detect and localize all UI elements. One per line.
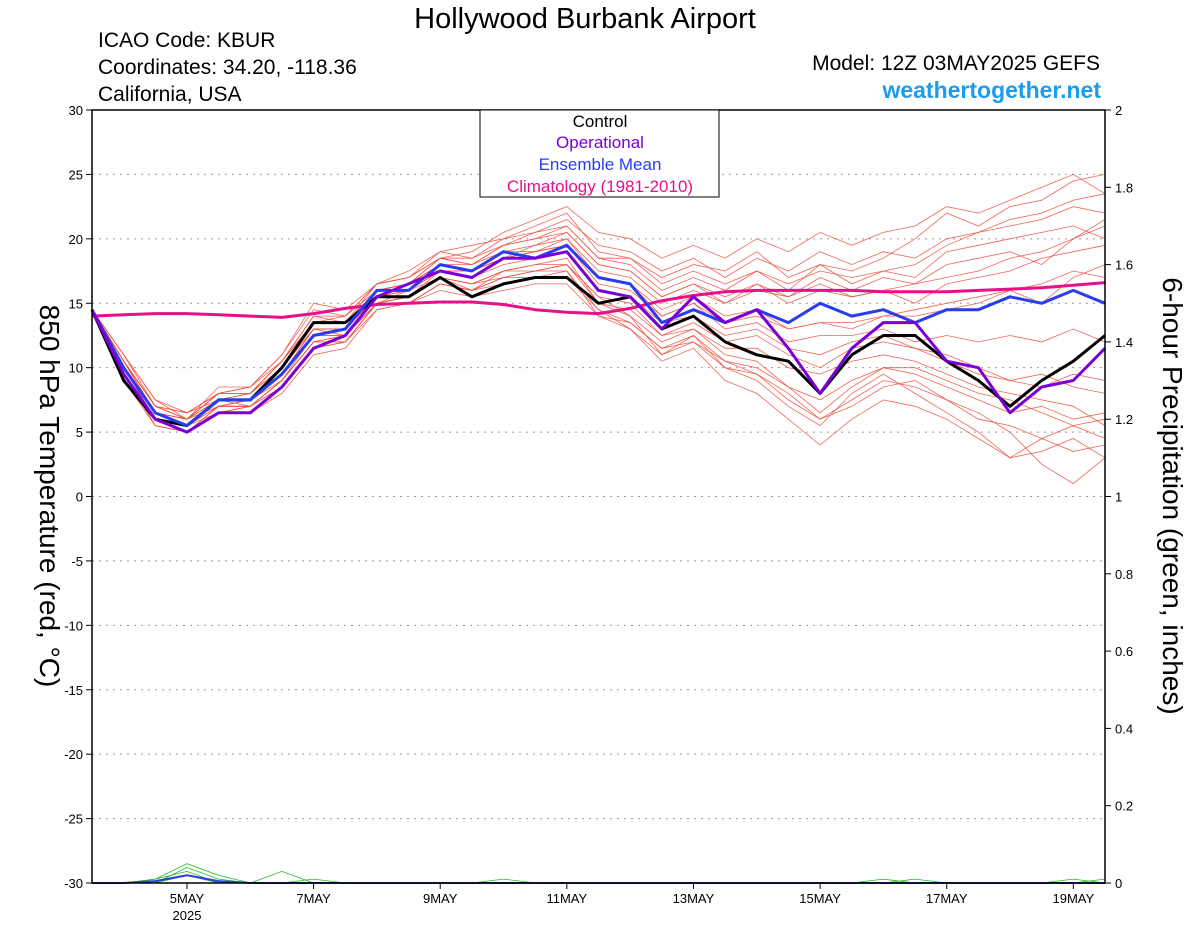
- y-tick-label: 25: [69, 167, 83, 182]
- grid: [92, 173, 1105, 820]
- control-line: [90, 276, 1106, 428]
- x-tick-label: 5MAY: [170, 891, 205, 906]
- legend-climatology: Climatology (1981-2010): [507, 177, 693, 196]
- ensemble-member-line: [91, 225, 1106, 420]
- y-tick-label: -15: [64, 683, 83, 698]
- y-tick-label: -5: [71, 554, 83, 569]
- y2-axis-ticks: 2 1.8 1.6 1.4 1.2 1 0.8 0.6 0.4 0.2 0: [1105, 103, 1133, 891]
- climatology-line: [91, 281, 1106, 319]
- y-tick-label: 15: [69, 296, 83, 311]
- y2-tick-label: 1.4: [1115, 335, 1133, 350]
- y2-tick-label: 0.2: [1115, 799, 1133, 814]
- operational-line: [90, 250, 1107, 434]
- precip-member-line: [92, 867, 1106, 884]
- site-link[interactable]: weathertogether.net: [881, 77, 1101, 103]
- y2-tick-label: 0: [1115, 876, 1122, 891]
- x-tick-label: 17MAY: [926, 891, 968, 906]
- y-tick-label: 10: [69, 361, 83, 376]
- y2-tick-label: 1.6: [1115, 258, 1133, 273]
- x-tick-label: 7MAY: [296, 891, 331, 906]
- y2-tick-label: 0.6: [1115, 644, 1133, 659]
- y-axis-ticks: 30 25 20 15 10 5 0 -5 -10 -15 -20 -25 -30: [64, 103, 92, 891]
- y-tick-label: -20: [64, 747, 83, 762]
- y2-tick-label: 1.2: [1115, 412, 1133, 427]
- y-tick-label: -10: [64, 618, 83, 633]
- ensemble-mean-line: [90, 243, 1106, 428]
- chart-title: Hollywood Burbank Airport: [414, 3, 756, 35]
- legend-ensemble-mean: Ensemble Mean: [539, 155, 662, 174]
- x-tick-label: 13MAY: [673, 891, 715, 906]
- ensemble-member-line: [91, 225, 1106, 420]
- x-tick-label: 19MAY: [1053, 891, 1095, 906]
- y-tick-label: 0: [76, 490, 83, 505]
- legend-operational: Operational: [556, 133, 644, 152]
- ensemble-member-line: [91, 206, 1106, 420]
- y2-tick-label: 1: [1115, 490, 1122, 505]
- x-axis-ticks: 5MAY 2025 7MAY 9MAY 11MAY 13MAY 15MAY 17MAY 19MA…: [170, 883, 1095, 923]
- legend-control: Control: [573, 112, 628, 131]
- ensemble-member-line: [91, 270, 1106, 452]
- ensemble-member-line: [91, 193, 1106, 414]
- ensemble-member-line: [91, 238, 1106, 427]
- precip-series: [92, 863, 1106, 884]
- coordinates: Coordinates: 34.20, -118.36: [98, 56, 357, 79]
- legend-box: [479, 109, 720, 198]
- main-series: [90, 243, 1107, 434]
- x-tick-label: 11MAY: [546, 891, 587, 906]
- ensemble-members: [91, 173, 1106, 485]
- y-tick-label: 30: [69, 103, 83, 118]
- y-tick-label: 20: [69, 232, 83, 247]
- x-tick-label: 9MAY: [423, 891, 458, 906]
- y2-tick-label: 2: [1115, 103, 1122, 118]
- y2-tick-label: 0.4: [1115, 721, 1133, 736]
- ensemble-member-line: [91, 277, 1106, 433]
- y2-tick-label: 0.8: [1115, 567, 1133, 582]
- legend: Control Operational Ensemble Mean Climat…: [479, 109, 720, 198]
- y-tick-label: 5: [76, 425, 83, 440]
- y2-tick-label: 1.8: [1115, 180, 1133, 195]
- y-axis-label: 850 hPa Temperature (red, °C): [34, 305, 65, 688]
- precip-mean-line: [92, 874, 1105, 884]
- y-tick-label: -30: [64, 876, 83, 891]
- icao-code: ICAO Code: KBUR: [98, 29, 275, 52]
- x-tick-label: 15MAY: [799, 891, 841, 906]
- precip-member-line: [92, 863, 1106, 884]
- x-tick-sublabel: 2025: [173, 908, 202, 923]
- region: California, USA: [98, 83, 242, 106]
- y-tick-label: -25: [64, 812, 83, 827]
- model-run: Model: 12Z 03MAY2025 GEFS: [812, 52, 1100, 75]
- y2-axis-label: 6-hour Precipitation (green, inches): [1157, 277, 1188, 714]
